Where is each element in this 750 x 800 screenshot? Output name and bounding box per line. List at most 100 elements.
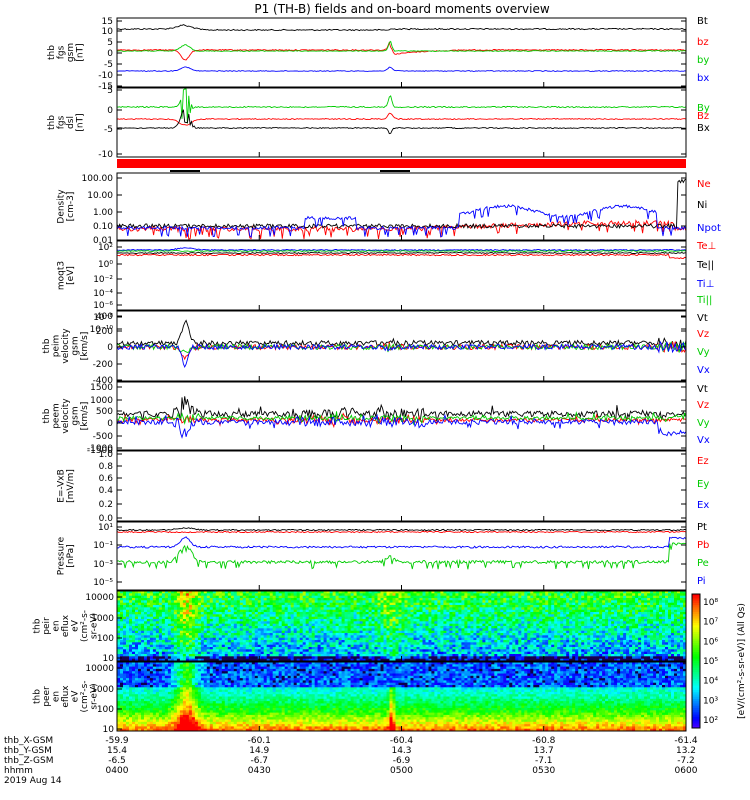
spectrogram-cell — [443, 593, 447, 596]
spectrogram-cell — [515, 633, 519, 636]
y-tick-label: -5 — [104, 125, 113, 135]
spectrogram-cell — [203, 614, 208, 617]
legend-Te||: Te|| — [696, 260, 714, 271]
spectrogram-cell — [587, 593, 591, 596]
spectrogram-cell — [575, 628, 579, 631]
spectrogram-cell — [386, 612, 390, 615]
spectrogram-cell — [581, 649, 585, 652]
spectrogram-cell — [308, 607, 313, 610]
spectrogram-cell — [287, 654, 292, 657]
spectrogram-cell — [380, 654, 384, 657]
spectrogram-cell — [377, 649, 381, 652]
spectrogram-cell — [422, 621, 426, 624]
spectrogram-cell — [563, 623, 567, 627]
spectrogram-cell — [422, 642, 426, 645]
spectrogram-cell — [449, 623, 453, 627]
spectrogram-cell — [155, 626, 160, 629]
spectrogram-cell — [296, 616, 301, 620]
spectrogram-cell — [329, 642, 333, 645]
spectrogram-cell — [266, 600, 271, 603]
spectrogram-cell — [533, 642, 537, 645]
spectrogram-cell — [380, 591, 384, 594]
spectrogram-cell — [185, 656, 190, 659]
spectrogram-cell — [578, 591, 582, 594]
spectrogram-cell — [308, 619, 313, 622]
spectrogram-cell — [506, 602, 510, 606]
spectrogram-cell — [146, 619, 151, 622]
spectrogram-cell — [389, 626, 393, 629]
spectrogram-cell — [350, 656, 354, 659]
spectrogram-cell — [407, 614, 411, 617]
spectrogram-cell — [254, 647, 259, 650]
spectrogram-cell — [284, 605, 289, 608]
spectrogram-cell — [338, 651, 342, 655]
spectrogram-cell — [182, 628, 187, 631]
spectrogram-cell — [413, 637, 417, 641]
spectrogram-cell — [329, 626, 333, 629]
spectrogram-cell — [515, 642, 519, 645]
spectrogram-cell — [158, 623, 163, 627]
spectrogram-cell — [428, 600, 432, 603]
spectrogram-cell — [269, 630, 274, 634]
spectrogram-cell — [290, 628, 295, 631]
spectrogram-cell — [170, 591, 175, 594]
spectrogram-cell — [215, 628, 220, 631]
spectrogram-cell — [314, 633, 319, 636]
spectrogram-cell — [206, 649, 211, 652]
spectrogram-cell — [479, 591, 483, 594]
spectrogram-cell — [353, 614, 357, 617]
spectrogram-cell — [506, 614, 510, 617]
spectrogram-cell — [416, 595, 420, 599]
spectrogram-cell — [323, 637, 327, 641]
spectrogram-cell — [129, 656, 133, 659]
spectrogram-cell — [323, 656, 327, 659]
spectrogram-cell — [164, 637, 169, 641]
series-line-Pt — [116, 527, 687, 532]
spectrogram-cell — [167, 609, 172, 613]
spectrogram-cell — [347, 621, 351, 624]
spectrogram-cell — [203, 630, 208, 634]
spectrogram-cell — [290, 609, 295, 613]
spectrogram-cell — [431, 637, 435, 641]
spectrogram-cell — [533, 619, 537, 622]
spectrogram-cell — [299, 649, 304, 652]
spectrogram-cell — [566, 644, 570, 648]
spectrogram-cell — [188, 609, 193, 613]
legend-Pe: Pe — [697, 558, 709, 569]
spectrogram-cell — [129, 628, 133, 631]
spectrogram-cell — [497, 595, 501, 599]
spectrogram-cell — [533, 600, 537, 603]
spectrogram-cell — [281, 628, 286, 631]
spectrogram-cell — [293, 609, 298, 613]
spectrogram-cell — [293, 640, 298, 643]
spectrogram-cell — [419, 623, 423, 627]
spectrogram-cell — [242, 595, 247, 599]
spectrogram-cell — [320, 616, 324, 620]
spectrogram-cell — [149, 593, 154, 596]
spectrogram-cell — [272, 612, 277, 615]
spectrogram-cell — [563, 644, 567, 648]
spectrogram-cell — [449, 616, 453, 620]
spectrogram-cell — [533, 647, 537, 650]
spectrogram-cell — [536, 651, 540, 655]
spectrogram-cell — [536, 623, 540, 627]
spectrogram-cell — [347, 642, 351, 645]
spectrogram-cell — [497, 598, 501, 601]
spectrogram-cell — [260, 591, 265, 594]
spectrogram-cell — [209, 623, 214, 627]
spectrogram-cell — [455, 644, 459, 648]
spectrogram-cell — [506, 623, 510, 627]
spectrogram-cell — [311, 621, 316, 624]
spectrogram-cell — [329, 651, 333, 655]
spectrogram-cell — [164, 602, 169, 606]
spectrogram-cell — [479, 644, 483, 648]
spectrogram-cell — [251, 593, 256, 596]
spectrogram-cell — [431, 616, 435, 620]
spectrogram-cell — [461, 593, 465, 596]
spectrogram-cell — [272, 621, 277, 624]
spectrogram-cell — [554, 591, 558, 594]
spectrogram-cell — [464, 614, 468, 617]
spectrogram-cell — [443, 633, 447, 636]
spectrogram-cell — [524, 626, 528, 629]
spectrogram-cell — [359, 593, 363, 596]
